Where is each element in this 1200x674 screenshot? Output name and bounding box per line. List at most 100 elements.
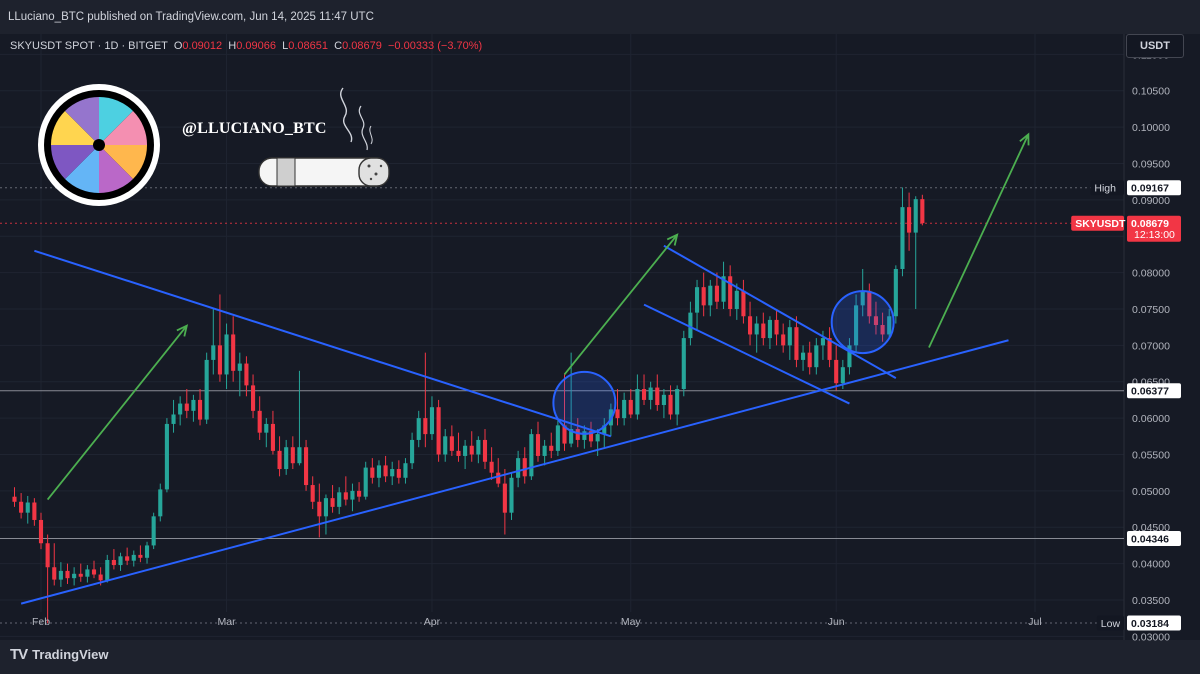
candle-body [900, 207, 905, 269]
candle-body [807, 352, 812, 368]
candle-body [383, 465, 388, 477]
candle-body [184, 403, 189, 411]
candle-body [615, 409, 620, 419]
candle-body [217, 345, 222, 375]
candle-body [920, 199, 925, 224]
candle-body [781, 334, 786, 346]
level-tag-bg [1071, 215, 1124, 231]
candle-body [721, 276, 726, 302]
y-tick-label: 0.03000 [1132, 631, 1170, 643]
candle-body [78, 573, 83, 577]
candle-body [357, 490, 362, 497]
candle-body [867, 290, 872, 317]
candle-body [337, 492, 342, 507]
candle-body [907, 207, 912, 233]
y-tick-label: 0.08000 [1132, 268, 1170, 280]
candle-body [158, 489, 163, 517]
candle-body [304, 447, 309, 486]
avatar-icon [38, 84, 160, 206]
candle-body [482, 439, 488, 462]
price-label-bg [1127, 383, 1181, 399]
candle-body [681, 338, 686, 390]
arrow-1 [46, 325, 188, 501]
candle-body [854, 305, 859, 346]
y-tick-label: 0.07500 [1132, 304, 1170, 316]
y-tick-label: 0.09500 [1132, 158, 1170, 170]
arrow-2 [563, 234, 678, 376]
arrow-3 [928, 134, 1030, 348]
y-tick-label: 0.06000 [1132, 413, 1170, 425]
legend-change: −0.00333 (−3.70%) [387, 40, 483, 52]
candle-body [469, 445, 474, 455]
candle-body [443, 436, 448, 455]
candle-body [363, 467, 368, 497]
candle-body [131, 554, 136, 561]
level-tag-bg [1096, 615, 1124, 631]
level-tag-label: Low [1101, 618, 1121, 630]
candle-body [151, 516, 156, 546]
candle-body [569, 429, 574, 444]
candle-body [535, 434, 541, 456]
candle-body [648, 387, 653, 400]
trendline-channel-lower [643, 303, 850, 405]
x-tick-label: Mar [217, 616, 236, 628]
candle-body [58, 570, 63, 580]
price-label-value: 0.04346 [1131, 533, 1169, 545]
candle-body [72, 573, 77, 579]
price-label-value: 0.06377 [1131, 386, 1169, 398]
candle-body [754, 323, 759, 335]
candle-body [860, 290, 865, 306]
candle-body [794, 327, 799, 360]
candle-body [801, 352, 806, 360]
candle-body [105, 559, 110, 581]
tradingview-logo-icon[interactable]: TV TradingView [10, 646, 109, 663]
price-label-bg [1127, 530, 1181, 546]
legend-high-label: H [228, 40, 237, 52]
candle-body [250, 385, 256, 411]
candle-body [688, 312, 693, 339]
currency-button[interactable]: USDT [1126, 34, 1184, 58]
candle-body [449, 436, 454, 451]
candle-body [522, 458, 527, 477]
candle-body [668, 394, 673, 415]
candle-body [164, 423, 169, 490]
candle-body [834, 359, 839, 384]
candle-body [403, 463, 408, 478]
candle-body [502, 483, 507, 513]
trendline-ascending-support [20, 339, 1009, 605]
x-tick-label: Jul [1028, 616, 1041, 628]
candle-body [814, 345, 819, 368]
candle-body [125, 556, 130, 561]
candle-body [297, 447, 302, 464]
candle-body [893, 268, 898, 317]
candle-body [178, 403, 183, 415]
candle-body [542, 445, 547, 456]
breakout-circle-1 [552, 370, 617, 435]
y-tick-label: 0.07000 [1132, 340, 1170, 352]
level-tag-bg [1090, 180, 1124, 196]
candle-body [767, 319, 772, 339]
candle-body [635, 389, 640, 415]
candle-body [323, 498, 329, 517]
trendline-descending-resistance [34, 249, 612, 438]
candle-body [197, 399, 203, 420]
candle-body [65, 570, 70, 579]
candle-body [224, 334, 229, 375]
x-tick-label: May [621, 616, 642, 628]
candle-body [489, 461, 494, 473]
x-tick-label: Jun [828, 616, 845, 628]
price-label-bg [1127, 215, 1181, 242]
candle-body [98, 574, 103, 581]
candle-body [880, 324, 885, 335]
candle-body [284, 447, 289, 470]
chart-area[interactable] [0, 34, 1200, 640]
candle-body [270, 423, 275, 451]
candle-body [628, 399, 633, 415]
candle-body [330, 498, 335, 507]
price-label-bg [1127, 615, 1181, 631]
level-tag-label: High [1094, 183, 1116, 195]
candle-body [655, 387, 660, 406]
candle-body [761, 323, 766, 339]
candle-body [622, 399, 627, 419]
